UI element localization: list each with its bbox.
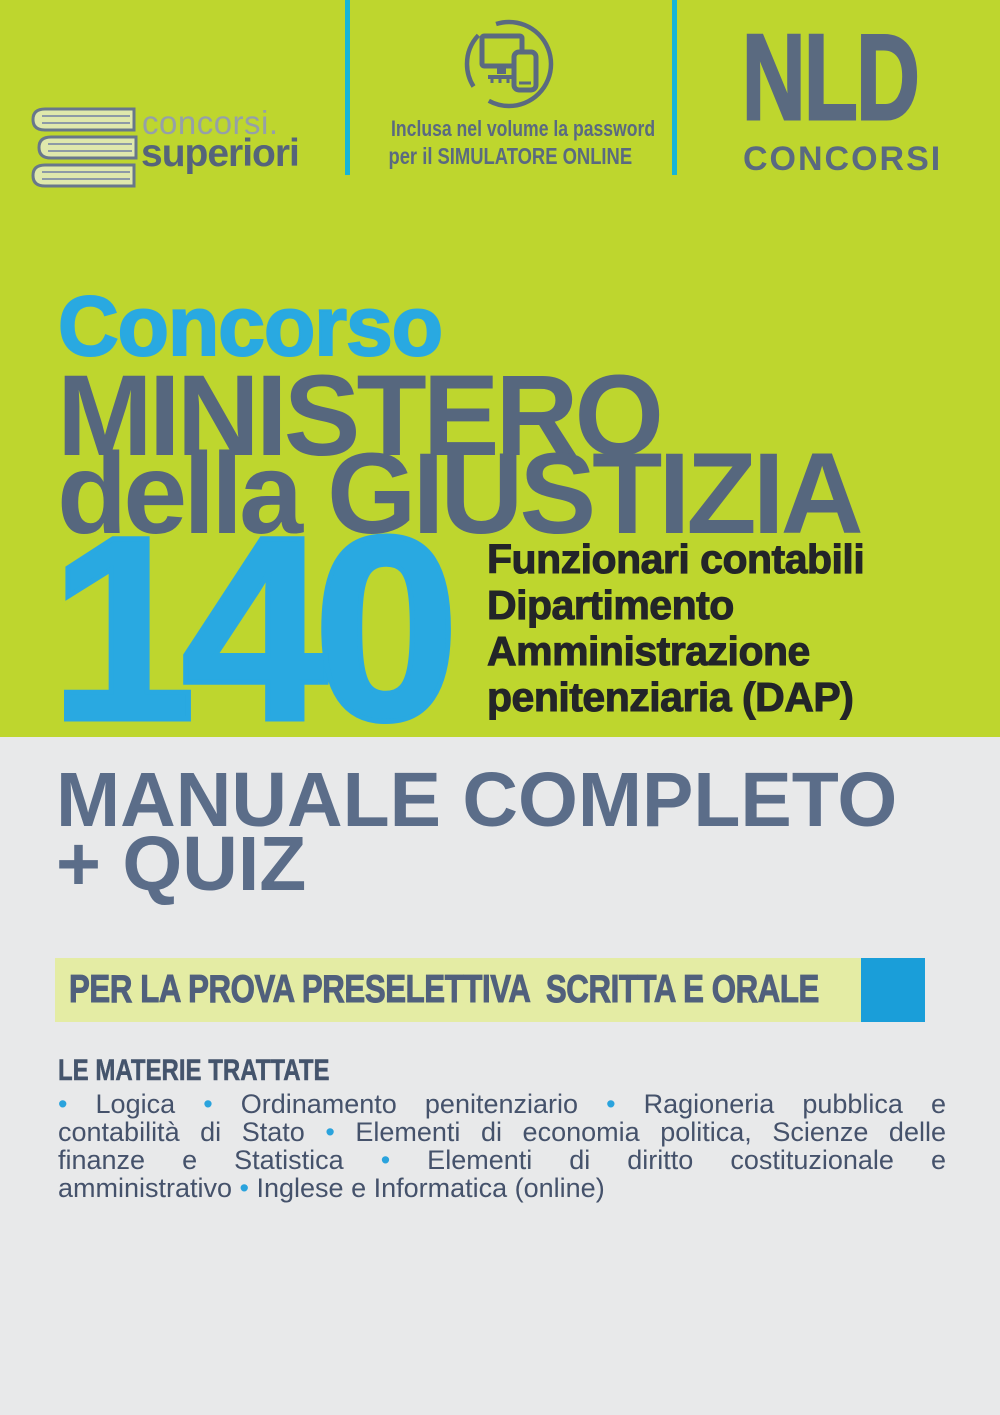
product-type: MANUALE COMPLETO + QUIZ	[56, 757, 898, 907]
simulator-caption-line2: per il SIMULATORE ONLINE	[388, 143, 633, 169]
title-kicker: Concorso	[57, 278, 444, 374]
role-description: Funzionari contabili Dipartimento Ammini…	[486, 536, 865, 721]
left-logo-superiori-text: superiori	[141, 132, 300, 175]
left-logo-concorsi-text: concorsi.	[142, 104, 279, 141]
subjects-lines: • Logica • Ordinamento penitenziario • R…	[58, 1090, 946, 1202]
bullet-dot: •	[325, 1117, 335, 1147]
banner-accent-square	[861, 958, 925, 1022]
product-line1: MANUALE COMPLETO	[56, 757, 898, 843]
role-line: penitenziaria (DAP)	[486, 674, 854, 721]
header-divider-left	[345, 0, 350, 175]
bullet-dot: •	[380, 1145, 391, 1175]
subjects-heading: LE MATERIE TRATTATE	[58, 1054, 330, 1088]
monitor-phone-icon	[464, 19, 554, 109]
exam-banner: PER LA PROVA PRESELETTIVA SCRITTA E ORAL…	[55, 958, 861, 1022]
role-line: Dipartimento	[486, 582, 734, 629]
product-line2: + QUIZ	[56, 821, 307, 907]
header-divider-right	[672, 0, 677, 175]
simulator-caption: Inclusa nel volume la password per il SI…	[358, 116, 660, 170]
subjects-line: • Logica • Ordinamento penitenziario • R…	[58, 1089, 947, 1119]
nld-logo: NLD	[741, 9, 921, 145]
bullet-dot: •	[58, 1089, 68, 1119]
books-stack-icon	[31, 107, 138, 188]
title-line2: della GIUSTIZIA	[57, 430, 864, 558]
bullet-dot: •	[606, 1089, 616, 1119]
role-line: Funzionari contabili	[486, 536, 865, 583]
role-line: Amministrazione	[486, 628, 810, 675]
nld-logo-word: CONCORSI	[743, 140, 943, 178]
header-title-background	[0, 0, 1000, 737]
bullet-dot: •	[203, 1089, 213, 1119]
exam-banner-text: PER LA PROVA PRESELETTIVA SCRITTA E ORAL…	[69, 968, 820, 1012]
positions-number: 140	[47, 482, 461, 775]
title-line1: MINISTERO	[57, 352, 664, 480]
subjects-line: finanze e Statistica • Elementi di dirit…	[58, 1145, 946, 1175]
bullet-dot: •	[239, 1173, 249, 1203]
subjects-line: contabilità di Stato • Elementi di econo…	[58, 1117, 946, 1147]
subjects-line: amministrativo • Inglese e Informatica (…	[58, 1173, 605, 1203]
simulator-caption-line1: Inclusa nel volume la password	[391, 116, 656, 141]
